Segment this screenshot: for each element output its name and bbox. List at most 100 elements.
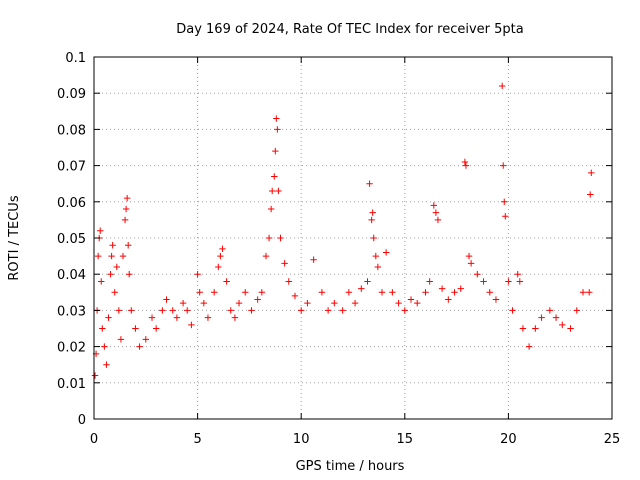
data-point: [223, 278, 230, 285]
data-point: [258, 289, 266, 296]
y-tick-label: 0: [78, 413, 86, 428]
data-point: [516, 278, 523, 285]
data-point: [573, 307, 580, 314]
data-point: [215, 263, 222, 271]
data-point: [298, 307, 305, 314]
data-point: [324, 307, 332, 314]
data-point: [525, 343, 533, 350]
y-tick-label: 0.1: [65, 51, 86, 66]
data-point: [467, 260, 475, 267]
data-point: [275, 187, 282, 195]
data-point: [492, 296, 500, 303]
data-point: [267, 205, 275, 213]
data-point: [358, 285, 365, 292]
x-tick-label: 20: [500, 432, 517, 447]
axis-ticks: [93, 56, 613, 420]
y-tick-label: 0.04: [57, 268, 86, 283]
data-point: [169, 307, 176, 314]
x-tick-label: 25: [604, 432, 621, 447]
data-point: [281, 260, 288, 267]
grid-lines: [94, 57, 612, 419]
data-point: [91, 372, 99, 379]
data-point: [271, 173, 278, 180]
y-tick-labels: 0 0.01 0.02 0.03 0.04 0.05 0.06 0.07 0.08 0.09 0.1: [57, 51, 86, 428]
data-point: [111, 289, 118, 296]
data-point: [117, 336, 125, 343]
data-point: [567, 325, 574, 332]
y-axis-label: ROTI / TECUs: [7, 195, 22, 280]
y-tick-label: 0.08: [57, 123, 86, 138]
data-point: [369, 209, 376, 216]
data-point: [210, 289, 218, 296]
data-point: [132, 325, 139, 332]
data-point: [113, 263, 120, 271]
data-point: [474, 271, 481, 278]
data-point: [121, 216, 129, 224]
data-point: [422, 289, 429, 296]
data-point: [99, 325, 106, 332]
y-tick-label: 0.02: [57, 341, 86, 356]
data-point: [552, 314, 560, 321]
data-point: [173, 314, 181, 321]
data-point: [414, 299, 421, 307]
data-point: [374, 263, 382, 271]
data-point: [579, 289, 587, 296]
data-point: [227, 307, 234, 314]
chart-title: Day 169 of 2024, Rate Of TEC Index for r…: [176, 22, 524, 37]
data-point: [109, 242, 116, 249]
data-point: [514, 271, 521, 278]
data-point: [532, 325, 539, 332]
data-point: [559, 321, 566, 329]
data-point: [438, 285, 446, 292]
data-point: [248, 307, 255, 314]
data-point: [148, 314, 156, 321]
data-point: [462, 162, 470, 169]
data-point: [370, 234, 377, 242]
data-point: [457, 285, 464, 292]
data-point: [126, 271, 133, 278]
data-point: [219, 245, 226, 253]
data-point: [274, 126, 281, 133]
data-point: [318, 289, 326, 296]
data-point: [107, 271, 114, 278]
data-point: [103, 361, 110, 368]
data-point: [285, 278, 292, 285]
data-point: [159, 307, 166, 314]
data-point: [587, 191, 594, 198]
data-point: [122, 205, 130, 213]
data-point: [105, 314, 112, 321]
x-axis-label: GPS time / hours: [296, 459, 405, 474]
data-point: [98, 278, 105, 285]
data-point: [546, 307, 554, 314]
x-tick-labels: 0 5 10 15 20 25: [90, 432, 620, 447]
data-point: [519, 325, 527, 332]
data-point: [265, 234, 273, 242]
data-point: [351, 299, 359, 307]
data-point: [461, 158, 469, 166]
data-point: [304, 299, 311, 307]
data-point: [273, 115, 280, 122]
data-point: [94, 252, 102, 260]
data-point: [136, 343, 143, 350]
data-point: [277, 234, 284, 242]
data-point: [124, 242, 132, 249]
y-tick-label: 0.01: [57, 377, 86, 392]
data-point: [254, 296, 261, 303]
data-point: [401, 307, 408, 314]
data-point: [142, 336, 149, 343]
data-points: [91, 82, 595, 379]
data-point: [430, 202, 438, 209]
data-point: [407, 296, 415, 303]
data-point: [395, 299, 402, 307]
data-point: [115, 307, 123, 314]
y-tick-label: 0.03: [57, 304, 86, 319]
data-point: [331, 299, 338, 307]
data-point: [364, 278, 371, 285]
data-point: [509, 307, 516, 314]
data-point: [200, 299, 208, 307]
data-point: [588, 169, 595, 177]
data-point: [465, 252, 473, 260]
data-point: [119, 252, 127, 260]
data-point: [128, 307, 135, 314]
